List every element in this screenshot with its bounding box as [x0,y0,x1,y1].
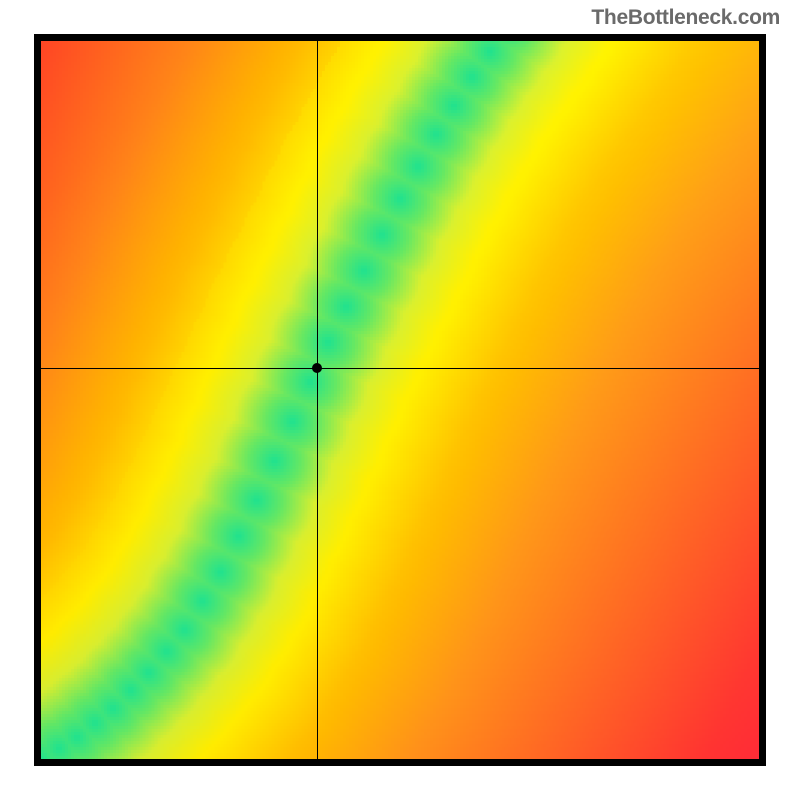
watermark-text: TheBottleneck.com [591,6,780,30]
plot-frame [34,34,766,766]
chart-container: TheBottleneck.com [0,0,800,800]
crosshair-vertical [317,41,318,759]
marker-point [312,363,322,373]
crosshair-horizontal [41,368,759,369]
heatmap-canvas [41,41,759,759]
